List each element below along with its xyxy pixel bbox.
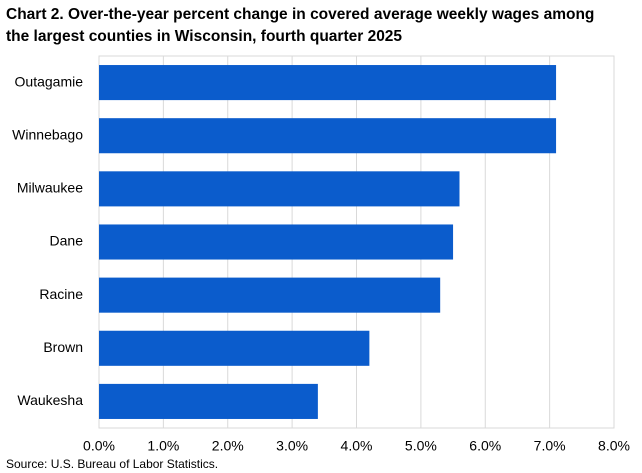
y-tick-label: Outagamie	[15, 73, 84, 89]
source-note: Source: U.S. Bureau of Labor Statistics.	[6, 457, 218, 471]
y-tick-label: Waukesha	[17, 392, 83, 408]
bar	[99, 277, 441, 313]
x-tick-label: 0.0%	[83, 438, 115, 454]
x-tick-label: 5.0%	[405, 438, 437, 454]
x-tick-label: 3.0%	[276, 438, 308, 454]
bar	[99, 118, 557, 154]
bar	[99, 224, 454, 260]
x-tick-label: 7.0%	[534, 438, 566, 454]
bar	[99, 330, 370, 366]
x-tick-label: 4.0%	[341, 438, 373, 454]
chart-title: Chart 2. Over-the-year percent change in…	[6, 6, 595, 45]
x-tick-label: 1.0%	[147, 438, 179, 454]
bar	[99, 65, 557, 101]
bar	[99, 383, 318, 419]
y-tick-label: Racine	[39, 286, 83, 302]
y-tick-label: Brown	[43, 339, 83, 355]
bar	[99, 171, 460, 207]
x-tick-label: 6.0%	[469, 438, 501, 454]
y-tick-label: Dane	[50, 233, 84, 249]
x-tick-label: 2.0%	[212, 438, 244, 454]
y-tick-label: Winnebago	[12, 126, 83, 142]
y-tick-label: Milwaukee	[17, 180, 83, 196]
x-tick-label: 8.0%	[598, 438, 630, 454]
